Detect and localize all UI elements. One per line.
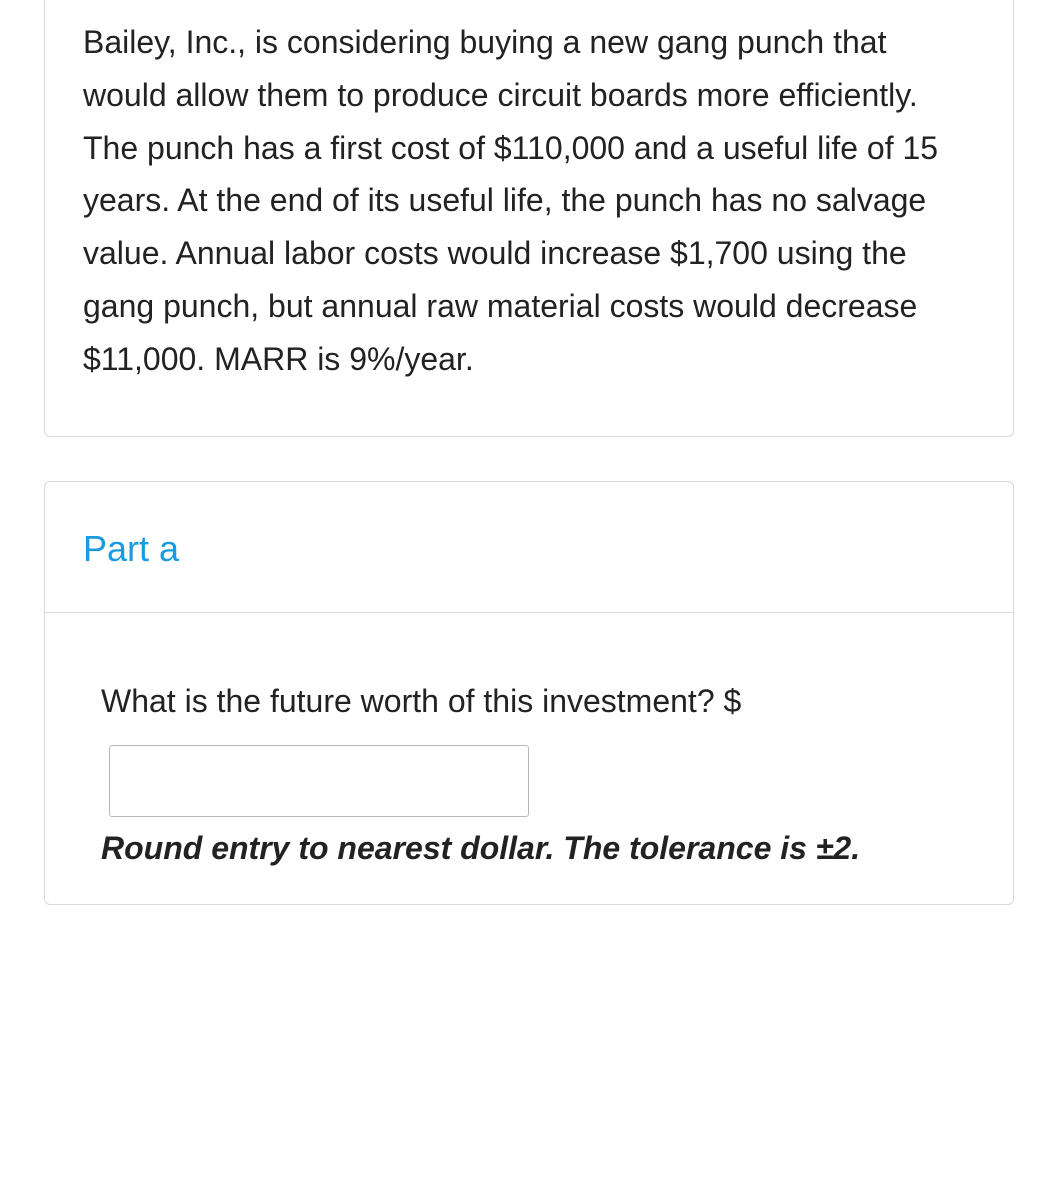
- question-text: What is the future worth of this investm…: [101, 683, 741, 719]
- part-header: Part a: [45, 482, 1013, 613]
- part-body: What is the future worth of this investm…: [45, 613, 1013, 904]
- part-card: Part a What is the future worth of this …: [44, 481, 1014, 905]
- question-line: What is the future worth of this investm…: [101, 669, 957, 805]
- part-title: Part a: [83, 528, 975, 570]
- problem-text: Bailey, Inc., is considering buying a ne…: [83, 16, 975, 386]
- instruction-text: Round entry to nearest dollar. The toler…: [101, 823, 957, 874]
- problem-card: Bailey, Inc., is considering buying a ne…: [44, 0, 1014, 437]
- answer-input[interactable]: [109, 745, 529, 817]
